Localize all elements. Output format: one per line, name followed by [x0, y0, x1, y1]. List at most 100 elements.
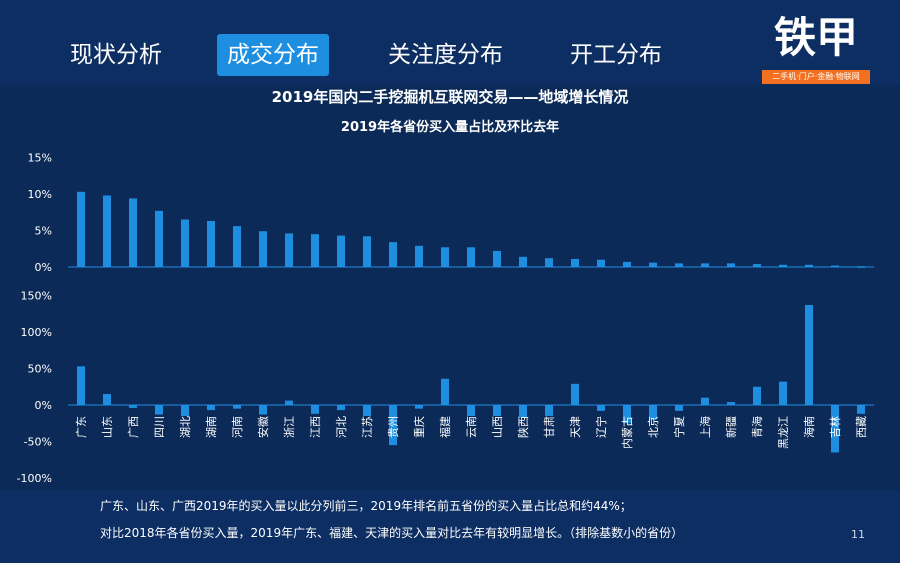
bar-share [415, 245, 423, 267]
bar-growth [441, 378, 449, 405]
tab-operation-distribution[interactable]: 开工分布 [570, 42, 662, 68]
category-label: 青海 [750, 416, 764, 438]
category-label: 河南 [231, 416, 244, 438]
note-line-1: 广东、山东、广西2019年的买入量以此分列前三，2019年排名前五省份的买入量占… [100, 499, 632, 513]
bar-growth [311, 405, 319, 414]
brand-logo: 铁甲 二手机·门户·金融·物联网 [760, 12, 872, 88]
category-label: 陕西 [516, 416, 530, 438]
bar-growth [77, 366, 85, 405]
ytick-label-share: 0% [35, 261, 52, 274]
category-label: 云南 [465, 416, 478, 438]
notes-band [0, 490, 900, 563]
bar-share [337, 235, 345, 267]
category-label: 贵州 [387, 416, 400, 438]
category-label: 安徽 [256, 416, 270, 438]
bar-share [545, 258, 553, 267]
category-label: 山西 [491, 416, 504, 438]
province-bar-charts: 15% 10% 5% 0% 150% 100% 50% 0% -50% -100% 广东 山东 广西 四川… [17, 152, 874, 485]
bar-share [831, 265, 839, 268]
bar-share [129, 198, 137, 267]
bar-share [675, 263, 683, 267]
category-label: 新疆 [724, 416, 738, 438]
bar-share [701, 263, 709, 267]
category-label: 四川 [153, 416, 166, 438]
bar-share [779, 264, 787, 267]
bar-growth [753, 386, 761, 405]
logo-tagline: 二手机·门户·金融·物联网 [762, 70, 870, 84]
tab-status-analysis[interactable]: 现状分析 [70, 42, 162, 68]
bar-share [519, 256, 527, 267]
logo-text: 铁甲 [773, 13, 858, 62]
ytick-label-share: 10% [28, 188, 52, 201]
bar-growth [467, 405, 475, 416]
bar-growth [415, 405, 423, 409]
ytick-label-growth: 0% [35, 399, 52, 412]
bar-growth [675, 405, 683, 411]
bar-growth [233, 405, 241, 409]
tab-transaction-distribution[interactable]: 成交分布 [217, 34, 329, 76]
ytick-label-growth: 150% [21, 290, 52, 303]
bar-growth [805, 304, 813, 405]
category-label: 黑龙江 [777, 416, 790, 449]
category-label: 辽宁 [594, 416, 608, 438]
bar-growth [285, 400, 293, 405]
category-label: 江苏 [361, 416, 374, 438]
bar-share [181, 219, 189, 267]
bar-growth [727, 402, 735, 405]
bar-share [753, 264, 761, 267]
bar-share [441, 247, 449, 267]
bar-share [467, 247, 475, 267]
bar-share [311, 234, 319, 267]
category-label: 山东 [101, 416, 114, 438]
category-label: 海南 [802, 416, 816, 438]
page-number: 11 [851, 528, 865, 541]
bar-share [727, 263, 735, 267]
category-label: 浙江 [283, 416, 296, 438]
bar-growth [363, 405, 371, 416]
bar-share [363, 236, 371, 267]
bar-share [155, 210, 163, 267]
bar-growth [571, 383, 579, 405]
category-label: 湖南 [205, 416, 218, 438]
category-label: 内蒙古 [620, 416, 634, 449]
category-label: 广东 [75, 416, 88, 438]
category-label: 北京 [646, 416, 660, 438]
ytick-label-growth: 50% [28, 363, 52, 376]
category-label: 甘肃 [543, 416, 556, 438]
category-label: 吉林 [828, 416, 842, 438]
category-label: 天津 [569, 416, 582, 438]
bar-growth [831, 405, 839, 453]
bar-growth [129, 405, 137, 408]
bar-share [805, 264, 813, 267]
bar-growth [207, 405, 215, 411]
category-label: 湖北 [179, 416, 192, 438]
bar-share [103, 195, 111, 267]
category-label: 福建 [438, 416, 452, 438]
category-label: 江西 [309, 416, 322, 438]
bar-growth [337, 405, 345, 411]
bar-growth [103, 394, 111, 405]
bar-share [389, 242, 397, 267]
ytick-label-share: 15% [28, 152, 52, 165]
bar-growth [701, 397, 709, 405]
ytick-label-growth: -50% [24, 436, 52, 449]
bar-share [233, 226, 241, 267]
bar-growth [519, 405, 527, 418]
bar-share [623, 261, 631, 267]
category-label: 宁夏 [672, 416, 686, 438]
bar-share [597, 259, 605, 267]
bar-growth [259, 405, 267, 415]
bar-growth [779, 381, 787, 405]
header-bar: 现状分析 成交分布 关注度分布 开工分布 铁甲 二手机·门户·金融·物联网 [0, 0, 900, 85]
note-line-2: 对比2018年各省份买入量，2019年广东、福建、天津的买入量对比去年有较明显增… [100, 526, 684, 540]
bar-growth [597, 405, 605, 411]
bar-share [207, 221, 215, 267]
bar-growth [493, 405, 501, 416]
bar-share [493, 250, 501, 267]
bar-growth [623, 405, 631, 424]
ytick-label-growth: -100% [17, 472, 52, 485]
category-label: 西藏 [855, 416, 868, 438]
bar-growth [181, 405, 189, 416]
category-label: 河北 [335, 416, 348, 438]
tab-attention-distribution[interactable]: 关注度分布 [388, 42, 503, 68]
